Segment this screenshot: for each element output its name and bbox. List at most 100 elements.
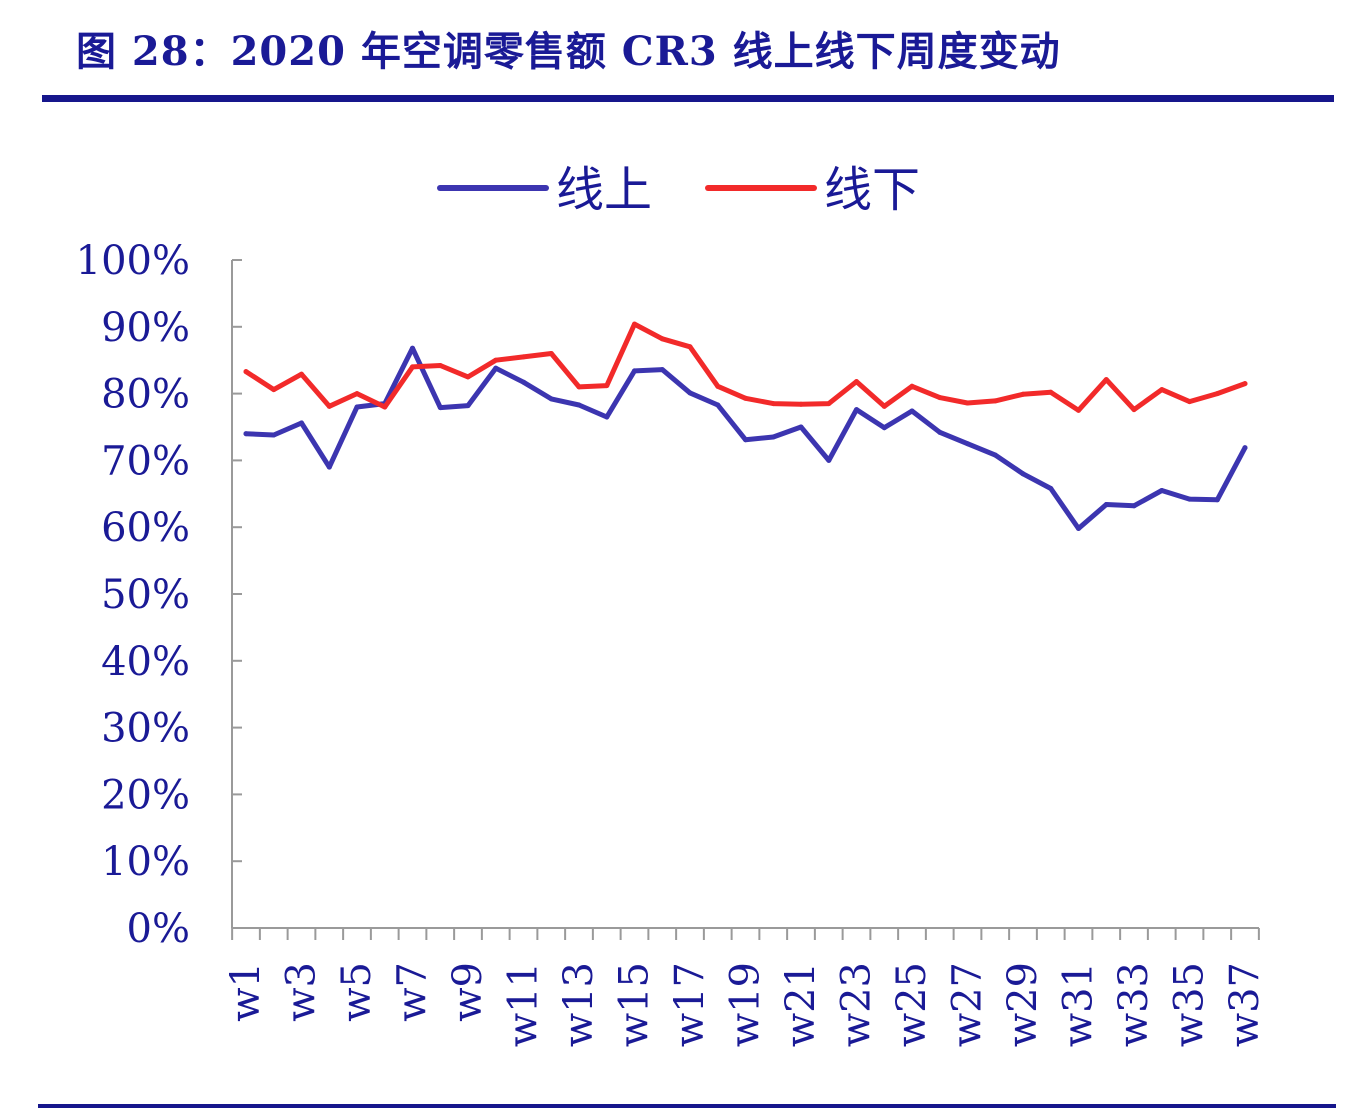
data-point [271, 432, 277, 438]
data-point [1103, 377, 1109, 383]
data-point [826, 457, 832, 463]
data-point [687, 344, 693, 350]
data-point [659, 336, 665, 342]
x-tick-label: w5 [334, 962, 380, 1022]
data-point [798, 424, 804, 430]
x-tick-label: w17 [667, 962, 713, 1047]
y-tick-label: 80% [101, 372, 190, 418]
data-point [410, 345, 415, 351]
data-point [826, 401, 832, 407]
legend-label: 线上 [556, 162, 652, 218]
x-tick-label: w11 [501, 962, 547, 1047]
data-point [881, 403, 887, 409]
x-axis: w1 w3 w5 w7 w9 w11 w13 w15 w17 w19 w21 w23 w25 w27 w29… [223, 927, 1268, 1047]
data-point [992, 452, 998, 458]
y-tick-label: 40% [101, 639, 190, 685]
legend-label: 线下 [824, 162, 920, 218]
data-point [1020, 471, 1026, 477]
data-point [659, 367, 665, 373]
data-point [770, 434, 776, 440]
data-point [798, 401, 804, 407]
x-tick-label: w19 [723, 962, 769, 1047]
y-tick-label: 30% [101, 706, 190, 752]
data-point [326, 403, 332, 409]
data-point [1187, 496, 1192, 502]
data-point [576, 402, 582, 408]
data-point [465, 374, 471, 380]
x-tick-label: w9 [445, 962, 491, 1022]
x-tick-label: w27 [945, 962, 991, 1047]
data-point [992, 398, 998, 404]
data-point [854, 407, 859, 413]
data-point [965, 400, 970, 406]
data-point [1076, 526, 1081, 531]
data-point [715, 383, 721, 389]
data-point [299, 420, 304, 426]
title-divider [42, 95, 1334, 102]
data-point [493, 357, 499, 363]
data-point [604, 414, 610, 420]
data-point [687, 390, 693, 396]
data-point [937, 429, 943, 435]
y-tick-label: 60% [101, 505, 190, 551]
data-point [1020, 391, 1026, 397]
data-point [1242, 381, 1248, 387]
data-point [770, 401, 776, 407]
data-point [576, 384, 582, 390]
data-point [382, 404, 388, 410]
data-point [1187, 399, 1192, 405]
data-point [881, 425, 887, 431]
y-tick-label: 50% [101, 572, 190, 618]
data-point [1131, 503, 1137, 509]
data-point [465, 403, 471, 409]
x-tick-label: w15 [612, 962, 658, 1047]
y-tick-label: 70% [101, 438, 190, 484]
data-point [909, 383, 915, 389]
data-point [715, 402, 721, 408]
data-point [1103, 502, 1109, 507]
plot-area [243, 321, 1248, 531]
x-tick-label: w7 [390, 962, 436, 1022]
bottom-divider [38, 1104, 1336, 1108]
data-point [854, 379, 859, 385]
data-point [1159, 387, 1165, 393]
data-point [271, 387, 277, 393]
data-point [1159, 488, 1165, 493]
y-axis: 0% 10% 20% 30% 40% 50% 60% 70% 80% 90% 100% [76, 238, 242, 952]
data-point [965, 441, 970, 447]
data-point [1214, 497, 1220, 503]
data-point [437, 363, 443, 368]
x-tick-label: w13 [556, 962, 602, 1047]
data-point [437, 405, 443, 411]
y-tick-label: 90% [101, 305, 190, 351]
x-tick-label: w29 [1000, 962, 1046, 1047]
chart-legend: 线上 线下 [437, 162, 920, 218]
data-point [548, 396, 554, 402]
x-tick-label: w37 [1222, 962, 1268, 1047]
data-point [243, 369, 249, 375]
data-point [1214, 391, 1220, 397]
data-point [354, 391, 360, 397]
x-tick-label: w21 [778, 962, 824, 1047]
data-point [243, 431, 249, 437]
x-tick-label: w25 [889, 962, 935, 1047]
data-point [521, 354, 526, 360]
data-point [354, 404, 360, 410]
data-point [410, 364, 415, 370]
data-point [1076, 407, 1081, 413]
y-tick-label: 100% [76, 238, 190, 284]
data-point [604, 383, 610, 389]
data-point [1131, 407, 1137, 413]
data-point [493, 365, 499, 371]
y-tick-label: 20% [101, 772, 190, 818]
x-tick-label: w31 [1056, 962, 1102, 1047]
x-tick-label: w23 [834, 962, 880, 1047]
data-point [326, 464, 332, 470]
data-point [743, 395, 748, 401]
data-point [1048, 486, 1054, 491]
data-point [1242, 445, 1248, 451]
data-point [1048, 389, 1054, 395]
data-point [299, 371, 304, 377]
data-point [632, 321, 637, 327]
